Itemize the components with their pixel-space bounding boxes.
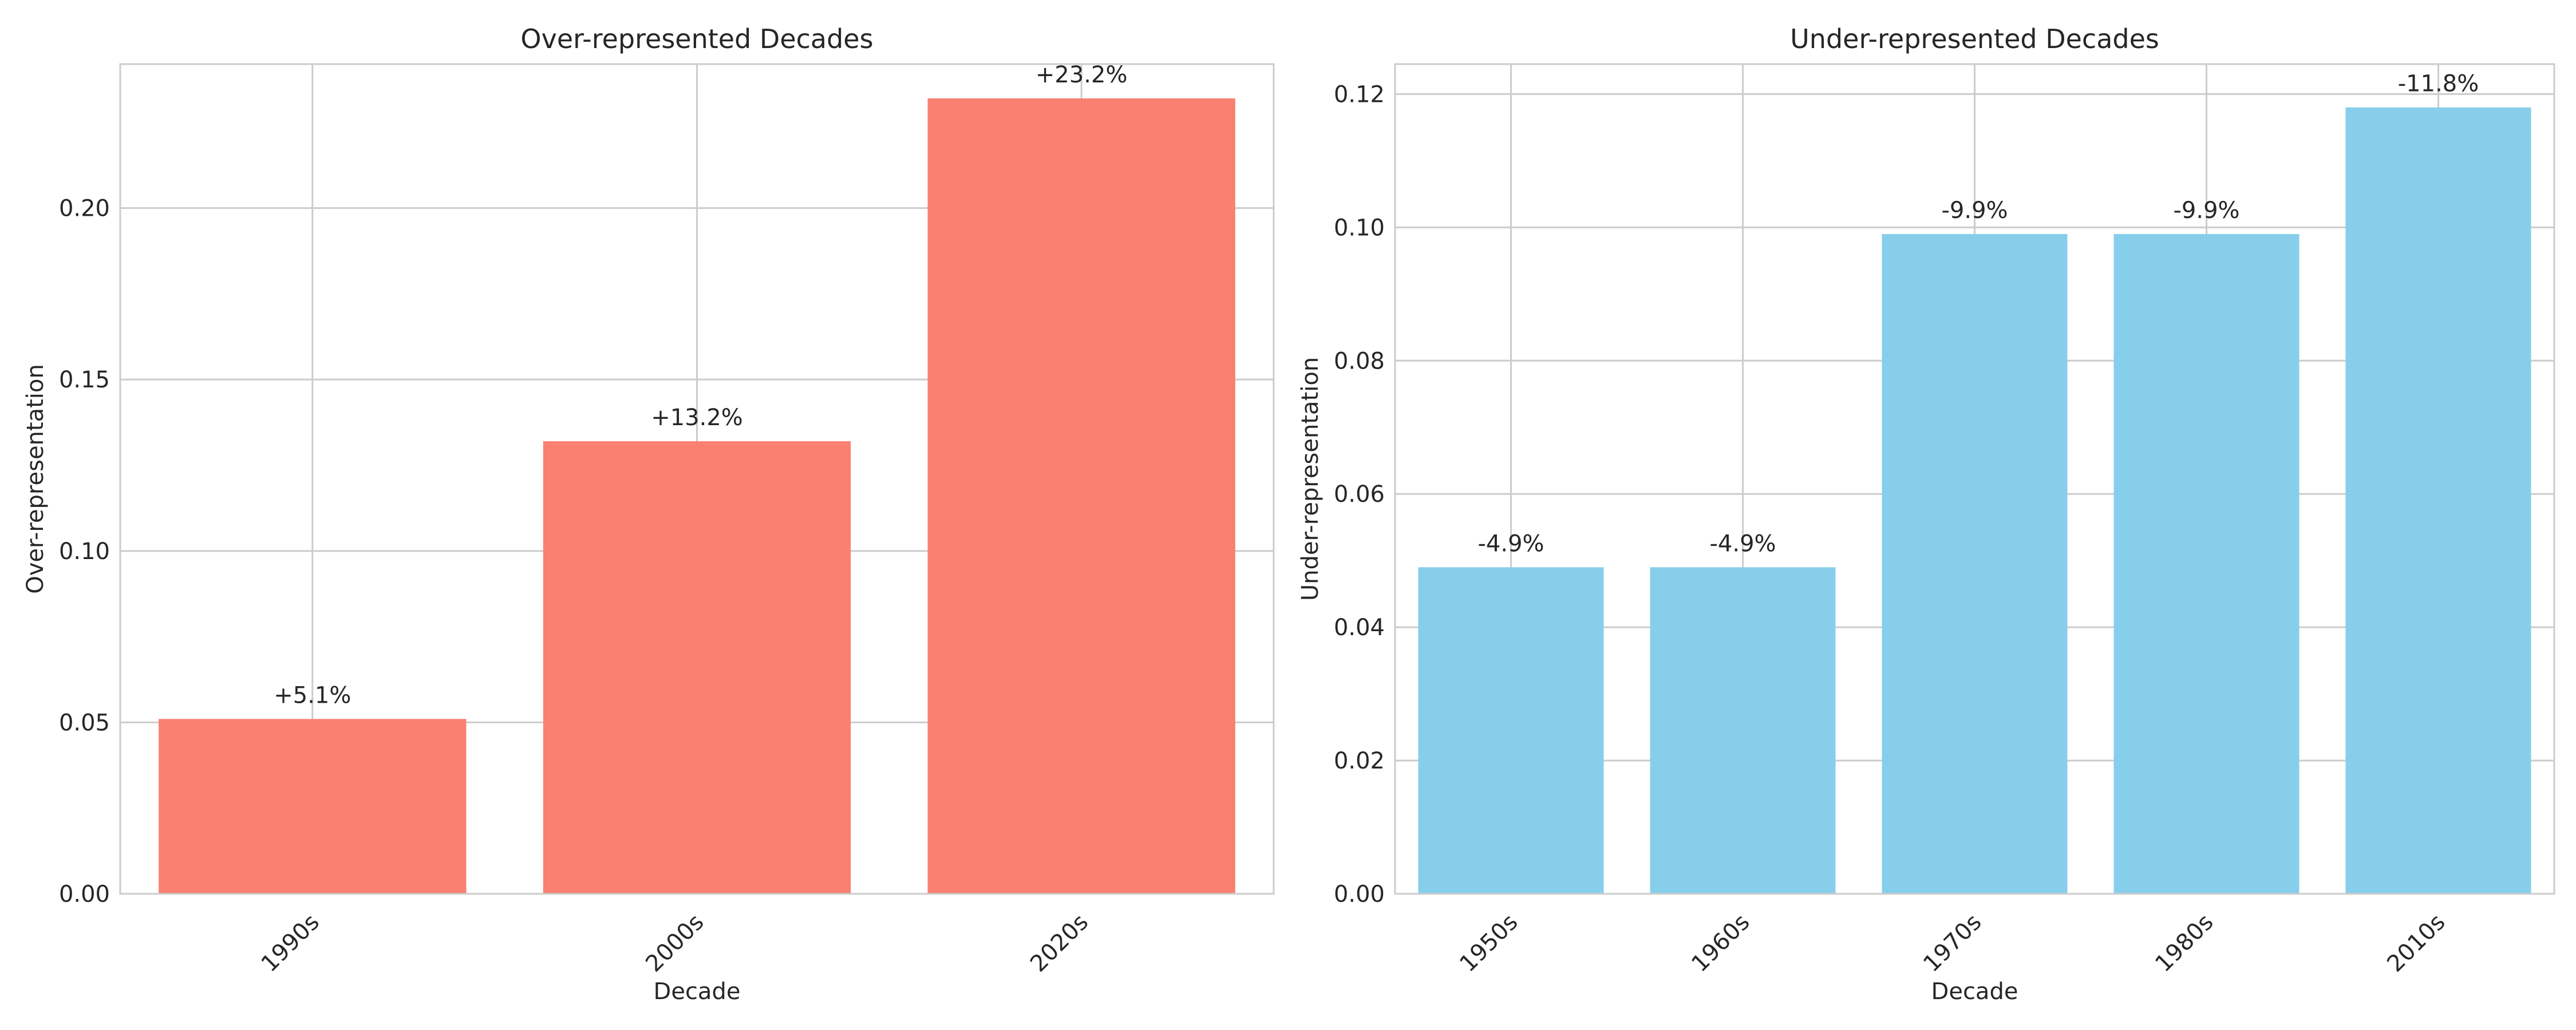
y-axis-label: Under-representation xyxy=(1297,357,1323,601)
y-tick-label: 0.00 xyxy=(59,881,110,908)
data-label: -9.9% xyxy=(2173,197,2239,224)
bar xyxy=(1650,567,1836,894)
x-axis-label: Decade xyxy=(654,978,741,1005)
data-label: +13.2% xyxy=(651,405,743,431)
y-tick-label: 0.00 xyxy=(1334,881,1385,908)
bar xyxy=(2345,107,2531,894)
y-tick-label: 0.08 xyxy=(1334,348,1385,374)
x-tick-label: 1970s xyxy=(1918,909,1986,977)
data-label: -9.9% xyxy=(1941,197,2008,224)
bar xyxy=(159,719,467,894)
over-represented-chart: Over-represented Decades Decade Over-rep… xyxy=(22,23,1275,1005)
x-tick-label: 1990s xyxy=(256,909,325,977)
bar xyxy=(543,441,851,894)
data-label: -11.8% xyxy=(2398,71,2479,97)
y-tick-label: 0.10 xyxy=(59,538,110,565)
y-tick-label: 0.12 xyxy=(1334,81,1385,108)
data-label: -4.9% xyxy=(1477,530,1544,557)
y-tick-label: 0.05 xyxy=(59,710,110,736)
x-axis-label: Decade xyxy=(1931,978,2018,1005)
y-tick-label: 0.02 xyxy=(1334,748,1385,774)
x-tick-label: 2020s xyxy=(1025,909,1093,977)
x-tick-label: 2010s xyxy=(2382,909,2450,977)
data-label: +23.2% xyxy=(1036,62,1128,88)
chart-title: Under-represented Decades xyxy=(1790,23,2159,54)
plot-frame xyxy=(119,63,1275,895)
bar xyxy=(1882,233,2068,894)
y-tick-label: 0.06 xyxy=(1334,481,1385,508)
data-label: +5.1% xyxy=(274,682,351,708)
y-tick-label: 0.10 xyxy=(1334,215,1385,241)
bars xyxy=(159,98,1235,894)
y-tick-label: 0.15 xyxy=(59,367,110,393)
bar xyxy=(927,98,1235,894)
plot-frame xyxy=(1394,63,2555,895)
bar xyxy=(1418,567,1604,894)
y-axis-label: Over-representation xyxy=(22,364,49,593)
bars xyxy=(1418,107,2531,894)
y-tick-label: 0.20 xyxy=(59,196,110,222)
chart-title: Over-represented Decades xyxy=(520,23,873,54)
y-tick-label: 0.04 xyxy=(1334,615,1385,641)
data-labels: +5.1% +13.2% +23.2% xyxy=(274,62,1127,709)
x-tick-label: 1950s xyxy=(1455,909,1523,977)
data-label: -4.9% xyxy=(1709,530,1776,557)
x-tick-label: 2000s xyxy=(641,909,709,977)
x-tick-label: 1980s xyxy=(2150,909,2218,977)
bar xyxy=(2113,233,2300,894)
data-labels: -4.9% -4.9% -9.9% -9.9% -11.8% xyxy=(1477,71,2479,557)
under-represented-chart: Under-represented Decades Decade Under-r… xyxy=(1297,23,2555,1005)
x-tick-label: 1960s xyxy=(1686,909,1755,977)
